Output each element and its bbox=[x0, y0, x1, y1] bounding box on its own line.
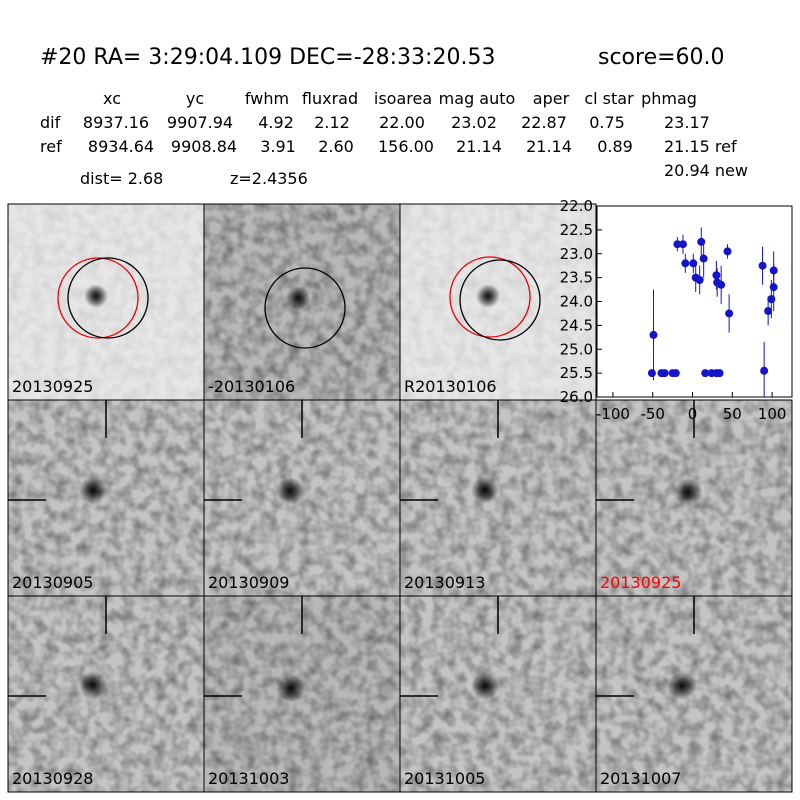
source bbox=[471, 672, 499, 700]
column-header: yc bbox=[186, 89, 204, 108]
source bbox=[79, 476, 107, 504]
panel-label: 20130913 bbox=[404, 573, 485, 592]
table-cell: 156.00 bbox=[378, 137, 434, 156]
y-tick-label: 23.0 bbox=[560, 245, 593, 263]
source bbox=[84, 284, 108, 308]
table-cell: 3.91 bbox=[260, 137, 296, 156]
table-cell: 0.89 bbox=[597, 137, 633, 156]
table-cell: ref bbox=[40, 137, 62, 156]
plot-area bbox=[596, 205, 793, 398]
title: #20 RA= 3:29:04.109 DEC=-28:33:20.53 bbox=[40, 45, 495, 70]
table-cell: 8937.16 bbox=[83, 113, 149, 132]
source bbox=[286, 286, 310, 310]
table-cell: 21.14 bbox=[456, 137, 502, 156]
panel-label: 20130909 bbox=[208, 573, 289, 592]
point bbox=[649, 330, 658, 339]
panel-label: 20130925 bbox=[600, 573, 681, 592]
point bbox=[695, 276, 704, 285]
table-cell: 2.60 bbox=[318, 137, 354, 156]
panel-label: 20130905 bbox=[12, 573, 93, 592]
column-header: aper bbox=[533, 89, 570, 108]
panel-label: 20131007 bbox=[600, 769, 681, 788]
image-frame bbox=[595, 595, 793, 793]
x-tick-label: 0 bbox=[688, 405, 698, 423]
aperture bbox=[67, 257, 149, 339]
y-tick-label: 22.0 bbox=[560, 197, 593, 215]
column-header: mag auto bbox=[439, 89, 516, 108]
point bbox=[723, 247, 732, 256]
y-tick-label: 22.5 bbox=[560, 221, 593, 239]
column-header: xc bbox=[103, 89, 121, 108]
table-cell: 8934.64 bbox=[88, 137, 154, 156]
table-cell: 22.87 bbox=[521, 113, 567, 132]
y-tick-label: 24.5 bbox=[560, 316, 593, 334]
column-header: phmag bbox=[641, 89, 697, 108]
table-cell: 23.17 bbox=[664, 113, 710, 132]
new-mag: 20.94 new bbox=[664, 161, 748, 180]
point bbox=[699, 254, 708, 263]
panel-label: R20130106 bbox=[404, 377, 497, 396]
table-cell: 4.92 bbox=[258, 113, 294, 132]
point bbox=[715, 369, 724, 378]
y-tick-label: 25.0 bbox=[560, 340, 593, 358]
score: score=60.0 bbox=[598, 45, 725, 70]
panel-label: 20131003 bbox=[208, 769, 289, 788]
point bbox=[760, 366, 769, 375]
point bbox=[701, 369, 710, 378]
point bbox=[673, 240, 682, 249]
panel-label: 20130925 bbox=[12, 377, 93, 396]
aperture bbox=[449, 256, 531, 338]
aperture bbox=[459, 259, 541, 341]
point bbox=[712, 271, 721, 280]
table-cell: 21.14 bbox=[526, 137, 572, 156]
table-cell: 22.00 bbox=[379, 113, 425, 132]
source bbox=[276, 477, 304, 505]
aperture bbox=[57, 257, 139, 339]
source bbox=[79, 671, 107, 699]
point bbox=[681, 259, 690, 268]
source bbox=[476, 284, 500, 308]
table-cell: 0.75 bbox=[589, 113, 625, 132]
table-cell: 2.12 bbox=[314, 113, 350, 132]
point bbox=[647, 369, 656, 378]
light-curve: 22.0 22.5 23.0 23.5 24.0 24.5 25.0 25.5 26.0-100… bbox=[560, 197, 793, 423]
dist: dist= 2.68 bbox=[80, 169, 163, 188]
table-cell: 9907.94 bbox=[167, 113, 233, 132]
point bbox=[717, 280, 726, 289]
x-tick-label: -50 bbox=[640, 405, 665, 423]
source bbox=[674, 478, 702, 506]
y-tick-label: 25.5 bbox=[560, 364, 593, 382]
table-cell: 9908.84 bbox=[171, 137, 237, 156]
column-header: fluxrad bbox=[302, 89, 358, 108]
source bbox=[668, 672, 696, 700]
point bbox=[725, 309, 734, 318]
panel-label: -20130106 bbox=[208, 377, 295, 396]
y-tick-label: 23.5 bbox=[560, 269, 593, 287]
aperture bbox=[264, 267, 346, 349]
column-header: fwhm bbox=[245, 89, 289, 108]
point bbox=[660, 369, 669, 378]
y-tick-label: 24.0 bbox=[560, 293, 593, 311]
panels: 20130925 -20130106 R20130106 20130905 201309… bbox=[7, 203, 793, 793]
panel-label: 20130928 bbox=[12, 769, 93, 788]
point bbox=[678, 240, 687, 249]
column-header: cl star bbox=[584, 89, 634, 108]
x-tick-label: -100 bbox=[596, 405, 630, 423]
point bbox=[764, 307, 773, 316]
redshift: z=2.4356 bbox=[230, 169, 308, 188]
x-tick-label: 100 bbox=[758, 405, 787, 423]
table-cell: 21.15 ref bbox=[664, 137, 737, 156]
table-cell: 23.02 bbox=[451, 113, 497, 132]
y-tick-label: 26.0 bbox=[560, 388, 593, 406]
point bbox=[758, 261, 767, 270]
x-tick-label: 50 bbox=[723, 405, 742, 423]
panel-label: 20131005 bbox=[404, 769, 485, 788]
point bbox=[769, 283, 778, 292]
source bbox=[277, 674, 305, 702]
table-cell: dif bbox=[40, 113, 61, 132]
column-header: isoarea bbox=[374, 89, 432, 108]
point bbox=[671, 369, 680, 378]
source bbox=[471, 476, 499, 504]
